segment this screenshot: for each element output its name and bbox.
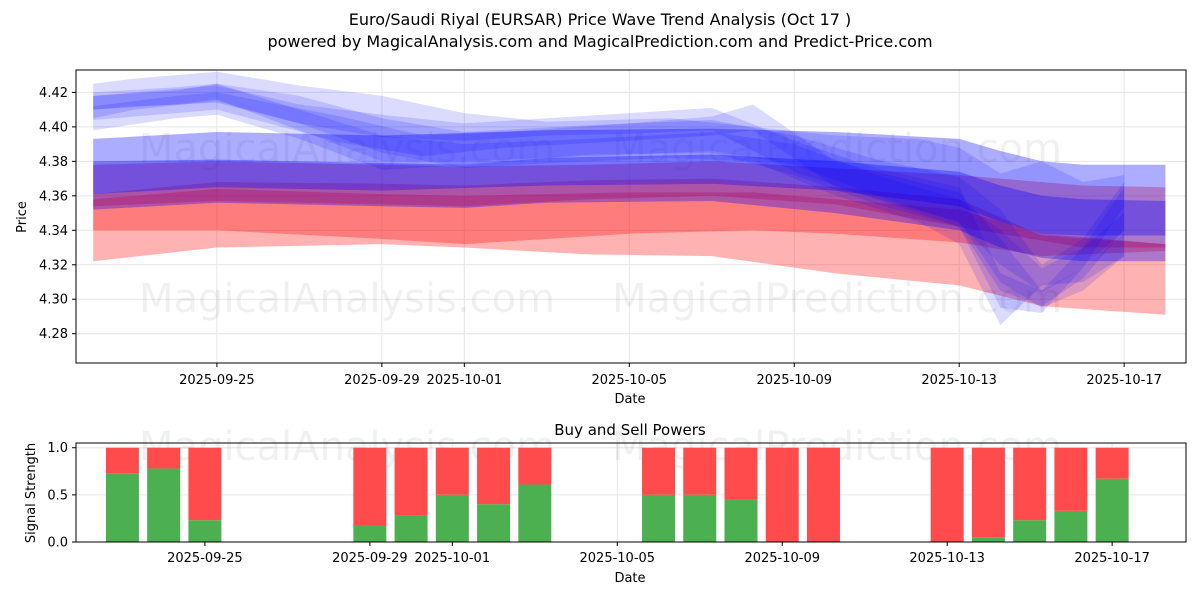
buy-power-bar	[971, 537, 1005, 542]
buy-power-bar	[105, 473, 139, 542]
price-x-label: Date	[614, 392, 645, 407]
price-y-tick-label: 4.30	[39, 293, 68, 308]
price-y-tick-label: 4.38	[39, 155, 68, 170]
price-x-tick-label: 2025-10-01	[427, 373, 503, 388]
watermark-analysis-top: MagicalAnalysis.com	[139, 126, 555, 172]
sell-power-bar	[353, 447, 387, 526]
price-y-tick-label: 4.36	[39, 189, 68, 204]
sell-power-bar	[188, 447, 222, 521]
price-y-ticks: 4.28 4.30 4.32 4.34 4.36 4.38 4.40 4.42	[39, 86, 76, 342]
signal-frame	[75, 442, 1187, 543]
signal-x-ticks: 2025-09-25 2025-09-29 2025-10-01 2025-10-05…	[167, 542, 1150, 566]
chart-subtitle: powered by MagicalAnalysis.com and Magic…	[267, 32, 932, 51]
chart-title: Euro/Saudi Riyal (EURSAR) Price Wave Tre…	[349, 10, 852, 29]
sell-power-bar	[1013, 447, 1047, 521]
sell-power-bar	[518, 447, 552, 485]
price-grid	[76, 70, 1186, 363]
buy-power-bar	[394, 515, 428, 542]
red-wave-band	[93, 161, 1166, 248]
buy-power-bar	[435, 494, 469, 542]
buy-power-bar	[518, 484, 552, 542]
buy-power-bar	[683, 494, 717, 542]
price-y-tick-label: 4.32	[39, 258, 68, 273]
signal-y-tick-label: 0.5	[47, 488, 68, 503]
sell-power-bar	[930, 447, 964, 542]
blue-wave-band	[93, 71, 1125, 326]
blue-wave-band	[93, 83, 1125, 293]
sell-power-bar	[435, 447, 469, 495]
signal-x-label: Date	[614, 571, 645, 586]
signal-y-tick-label: 0.0	[47, 536, 68, 551]
price-x-tick-label: 2025-10-17	[1086, 373, 1162, 388]
signal-x-tick-label: 2025-10-01	[415, 551, 491, 566]
signal-x-tick-label: 2025-09-25	[167, 551, 243, 566]
price-y-tick-label: 4.42	[39, 86, 68, 101]
signal-x-tick-label: 2025-09-29	[332, 551, 408, 566]
signal-y-ticks: 0.0 0.5 1.0	[47, 441, 76, 551]
red-wave-band	[93, 188, 1166, 257]
watermark-prediction-top: MagicalPrediction.com	[612, 126, 1062, 172]
sell-power-bar	[683, 447, 717, 495]
sell-power-bar	[971, 447, 1005, 538]
red-wave-band	[93, 178, 1166, 315]
buy-power-bar	[1013, 520, 1047, 542]
buy-power-bar	[147, 468, 181, 542]
signal-x-tick-label: 2025-10-17	[1074, 551, 1150, 566]
sell-power-bar	[105, 447, 139, 474]
price-y-tick-label: 4.34	[39, 224, 68, 239]
buy-power-bar	[642, 494, 676, 542]
sell-power-bar	[642, 447, 676, 495]
sell-power-bar	[765, 447, 799, 542]
price-x-ticks: 2025-09-25 2025-09-29 2025-10-01 2025-10-05…	[179, 363, 1162, 388]
signal-y-tick-label: 1.0	[47, 441, 68, 456]
sell-power-bar	[477, 447, 511, 505]
signal-title: Buy and Sell Powers	[554, 421, 706, 439]
price-y-label: Price	[15, 201, 30, 233]
blue-wave-band	[93, 85, 1125, 313]
buy-power-bar	[724, 499, 758, 542]
signal-y-label: Signal Strength	[24, 443, 39, 543]
price-x-tick-label: 2025-09-25	[179, 373, 255, 388]
sell-power-bar	[724, 447, 758, 500]
sell-power-bar	[1054, 447, 1088, 511]
signal-chart: Buy and Sell Powers MagicalAnalysis.com …	[24, 421, 1187, 586]
blue-wave-band	[93, 83, 1125, 307]
buy-power-bar	[188, 520, 222, 542]
sell-power-bar	[1095, 447, 1129, 479]
buy-power-bar	[353, 525, 387, 542]
price-bands	[93, 71, 1166, 326]
signal-x-tick-label: 2025-10-09	[744, 551, 820, 566]
price-frame	[75, 69, 1187, 364]
price-x-tick-label: 2025-10-13	[921, 373, 997, 388]
signal-bars	[105, 447, 1129, 542]
price-chart: MagicalAnalysis.com MagicalPrediction.co…	[15, 69, 1187, 407]
price-x-tick-label: 2025-09-29	[344, 373, 420, 388]
buy-power-bar	[1095, 478, 1129, 542]
price-y-tick-label: 4.28	[39, 327, 68, 342]
blue-wave-band	[93, 128, 1166, 236]
price-y-tick-label: 4.40	[39, 120, 68, 135]
signal-x-tick-label: 2025-10-05	[580, 551, 656, 566]
price-x-tick-label: 2025-10-09	[756, 373, 832, 388]
blue-wave-band	[93, 92, 1125, 308]
signal-x-tick-label: 2025-10-13	[909, 551, 985, 566]
watermark-analysis-mid: MagicalAnalysis.com	[139, 276, 555, 322]
price-x-tick-label: 2025-10-05	[592, 373, 668, 388]
sell-power-bar	[806, 447, 840, 542]
sell-power-bar	[147, 447, 181, 469]
blue-wave-band	[93, 154, 1166, 262]
price-plot-area	[76, 70, 1186, 363]
sell-power-bar	[394, 447, 428, 516]
buy-power-bar	[1054, 510, 1088, 542]
price-watermarks: MagicalAnalysis.com MagicalPrediction.co…	[139, 126, 1062, 322]
buy-power-bar	[477, 504, 511, 542]
watermark-prediction-mid: MagicalPrediction.com	[612, 276, 1062, 322]
